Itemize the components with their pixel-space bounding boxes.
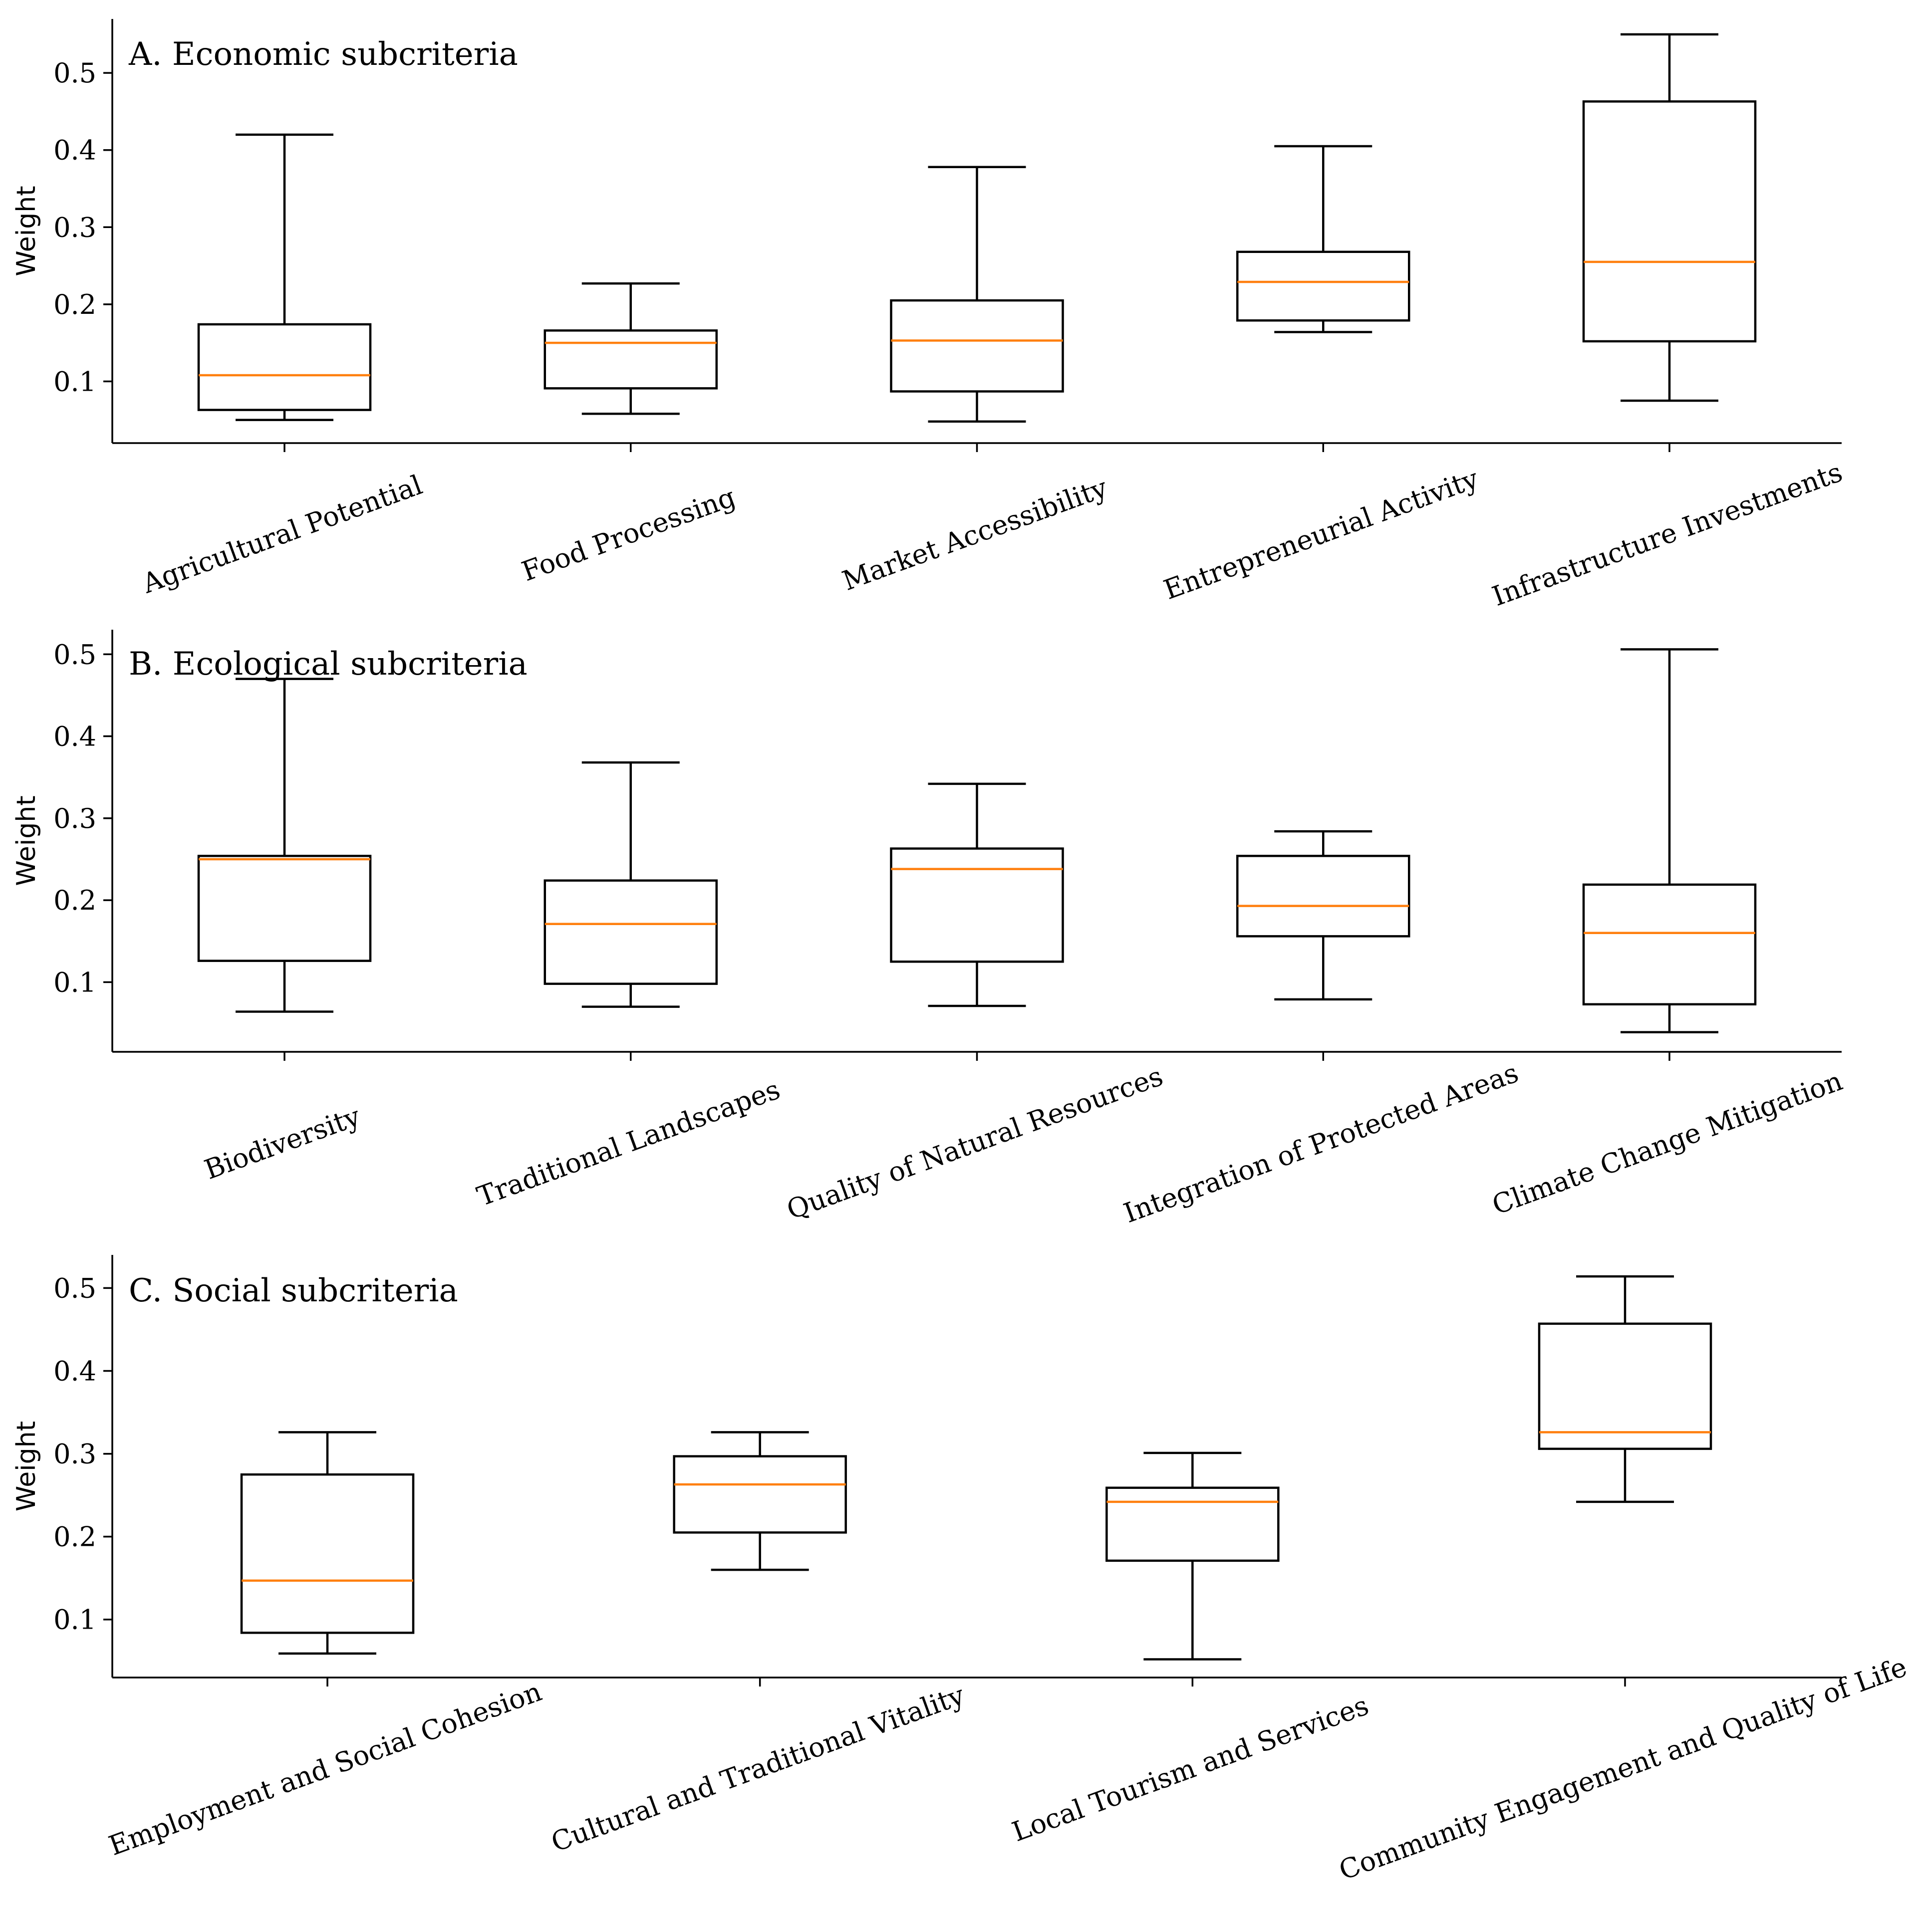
iqr-box bbox=[1105, 1486, 1280, 1562]
y-tick-label: 0.2 bbox=[53, 885, 96, 916]
panel-0: 0.1 0.2 0.3 0.4 0.5 Weight A. Economic subcrit… bbox=[11, 19, 1847, 612]
iqr-box bbox=[240, 1473, 415, 1634]
x-tick-label: Community Engagement and Quality of Life bbox=[1335, 1651, 1911, 1886]
panel-title: C. Social subcriteria bbox=[129, 1272, 458, 1309]
y-axis-label: Weight bbox=[11, 1421, 41, 1511]
x-tick-label: Climate Change Mitigation bbox=[1488, 1065, 1847, 1221]
x-tick-label: Market Accessibility bbox=[838, 472, 1111, 597]
x-tick-label: Biodiversity bbox=[200, 1100, 364, 1186]
box-1 bbox=[673, 1431, 847, 1571]
box-4 bbox=[1582, 33, 1757, 402]
box-3 bbox=[1236, 830, 1410, 1001]
iqr-box bbox=[544, 879, 718, 985]
x-tick-label: Cultural and Traditional Vitality bbox=[547, 1679, 969, 1858]
x-tick-label: Food Processing bbox=[518, 481, 740, 587]
y-tick-label: 0.5 bbox=[53, 57, 96, 89]
x-tick-label: Local Tourism and Services bbox=[1008, 1690, 1373, 1848]
iqr-box bbox=[1538, 1322, 1712, 1450]
panel-1: 0.1 0.2 0.3 0.4 0.5 Weight B. Ecological subcr… bbox=[11, 630, 1847, 1229]
iqr-box bbox=[1582, 883, 1757, 1005]
box-3 bbox=[1538, 1275, 1712, 1503]
x-tick-label: Employment and Social Cohesion bbox=[105, 1676, 546, 1862]
x-tick-label: Integration of Protected Areas bbox=[1119, 1057, 1522, 1229]
y-tick-label: 0.5 bbox=[53, 639, 96, 670]
panel-2: 0.1 0.2 0.3 0.4 0.5 Weight C. Social subcriter… bbox=[11, 1255, 1911, 1886]
iqr-box bbox=[1236, 250, 1410, 322]
y-tick-label: 0.4 bbox=[53, 1356, 96, 1387]
y-tick-label: 0.1 bbox=[53, 1604, 96, 1636]
iqr-box bbox=[197, 323, 372, 411]
box-2 bbox=[890, 782, 1064, 1007]
box-0 bbox=[240, 1431, 415, 1655]
box-1 bbox=[544, 282, 718, 415]
y-tick-label: 0.4 bbox=[53, 135, 96, 166]
x-tick-label: Quality of Natural Resources bbox=[783, 1060, 1167, 1226]
y-tick-label: 0.2 bbox=[53, 289, 96, 320]
iqr-box bbox=[1582, 100, 1757, 343]
iqr-box bbox=[890, 299, 1064, 393]
y-tick-label: 0.3 bbox=[53, 803, 96, 834]
x-tick-label: Entrepreneurial Activity bbox=[1159, 463, 1482, 606]
y-tick-label: 0.1 bbox=[53, 366, 96, 397]
box-0 bbox=[197, 133, 372, 421]
y-tick-label: 0.5 bbox=[53, 1272, 96, 1304]
y-tick-label: 0.3 bbox=[53, 212, 96, 243]
panel-title: B. Ecological subcriteria bbox=[129, 646, 528, 683]
x-tick-label: Traditional Landscapes bbox=[473, 1073, 784, 1212]
y-axis-label: Weight bbox=[11, 186, 41, 276]
y-tick-label: 0.4 bbox=[53, 721, 96, 752]
iqr-box bbox=[1236, 855, 1410, 938]
box-0 bbox=[197, 678, 372, 1013]
y-tick-label: 0.1 bbox=[53, 966, 96, 998]
box-3 bbox=[1236, 145, 1410, 333]
y-axis-label: Weight bbox=[11, 795, 41, 886]
box-1 bbox=[544, 761, 718, 1008]
x-tick-label: Agricultural Potential bbox=[138, 469, 426, 600]
box-4 bbox=[1582, 648, 1757, 1033]
iqr-box bbox=[544, 329, 718, 390]
iqr-box bbox=[890, 847, 1064, 963]
y-tick-label: 0.3 bbox=[53, 1439, 96, 1470]
x-tick-label: Infrastructure Investments bbox=[1488, 456, 1847, 612]
box-2 bbox=[1105, 1451, 1280, 1661]
iqr-box bbox=[673, 1455, 847, 1534]
y-tick-label: 0.2 bbox=[53, 1521, 96, 1553]
iqr-box bbox=[197, 855, 372, 962]
box-2 bbox=[890, 166, 1064, 423]
panel-title: A. Economic subcriteria bbox=[128, 36, 518, 73]
